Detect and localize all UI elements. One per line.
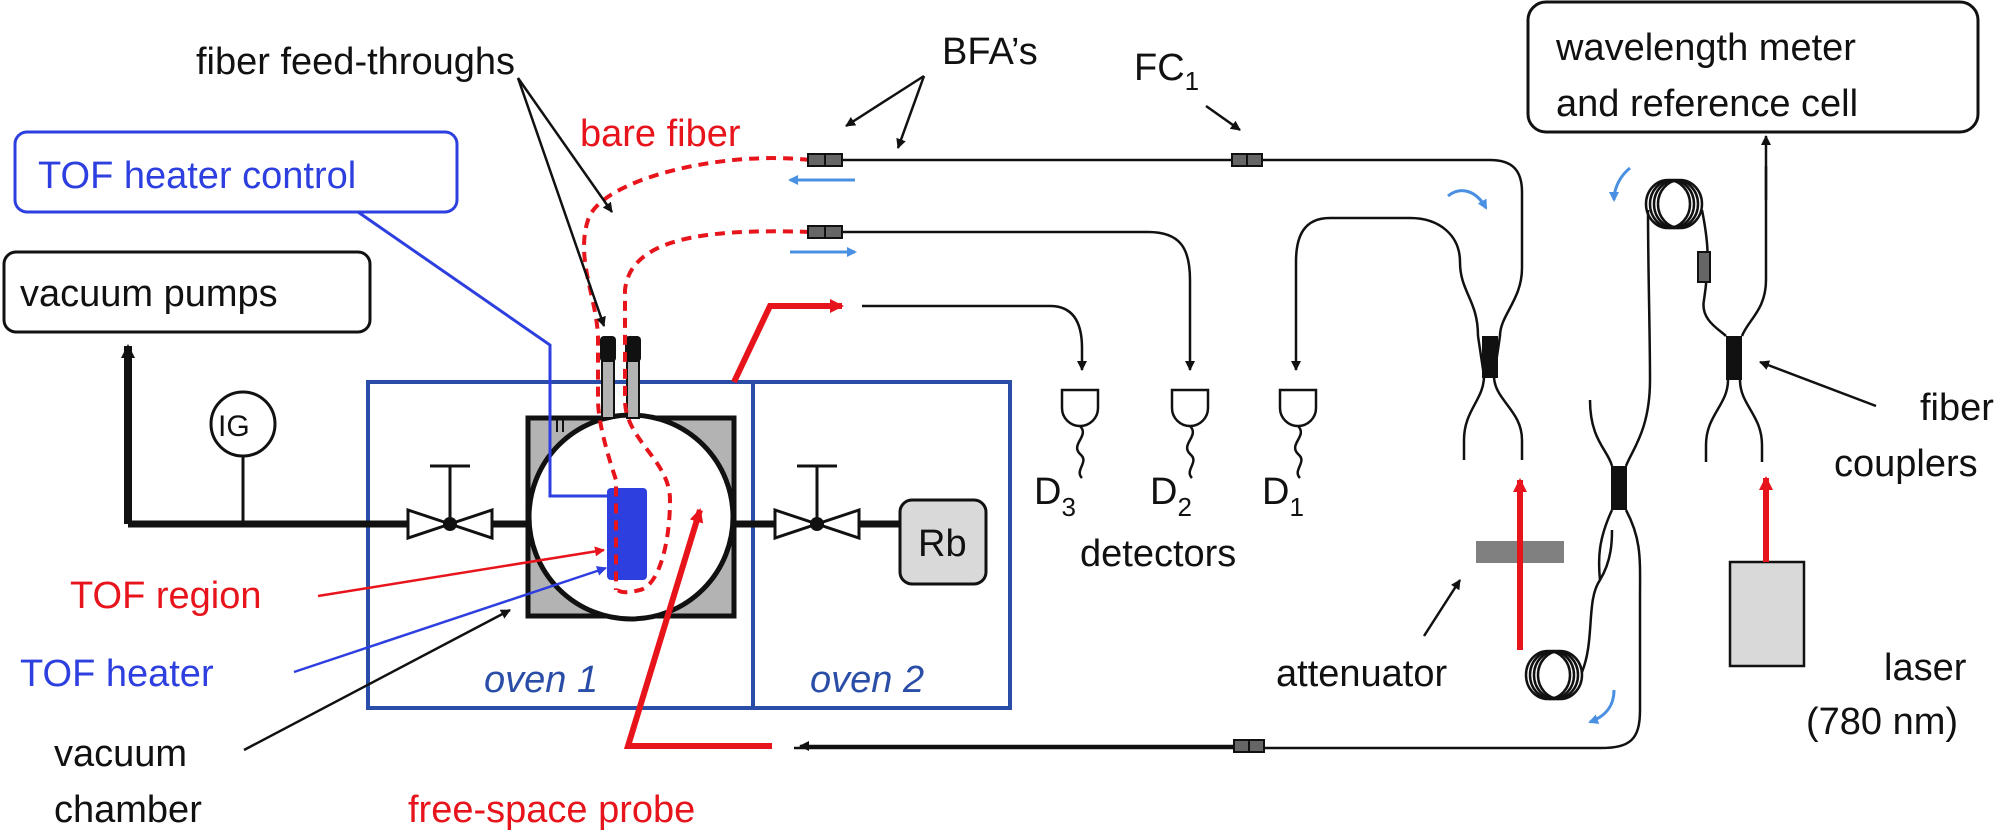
pointer-bfa-1 [845, 74, 925, 128]
label-laser-line1: laser [1884, 647, 1967, 689]
fiber-lower [842, 230, 1195, 371]
label-wavelength-meter-line2: and reference cell [1556, 83, 1858, 125]
heater-control-wire [357, 210, 607, 498]
probe-exit-beam [731, 299, 844, 384]
rb-reservoir [898, 498, 988, 586]
label-tof-region: TOF region [70, 575, 261, 617]
right-valve-icon [773, 464, 861, 541]
vacuum-pumps-box [2, 250, 372, 334]
label-rb: Rb [918, 523, 967, 565]
direction-arrow-curved-1 [1447, 189, 1488, 210]
label-laser-line2: (780 nm) [1806, 701, 1958, 743]
label-vacuum-pumps: vacuum pumps [20, 273, 278, 315]
label-oven-2: oven 2 [810, 659, 924, 701]
pointer-tof-heater [293, 566, 607, 674]
pointer-feedthrough-2 [516, 77, 614, 213]
left-valve-icon [406, 464, 494, 541]
pointer-vacuum-chamber [243, 608, 511, 752]
pointer-fc1 [1205, 104, 1241, 132]
pointer-attenuator [1422, 579, 1462, 637]
label-tof-heater-control: TOF heater control [38, 155, 356, 197]
bare-fiber-lower [615, 229, 811, 595]
loop-to-coupler-b-upper [1646, 209, 1652, 381]
loop-to-coupler-b [1580, 529, 1614, 673]
label-d3: D3 [1034, 471, 1076, 522]
label-detectors: detectors [1080, 533, 1236, 575]
bare-fiber-upper [582, 156, 811, 590]
label-vacuum-chamber-line1: vacuum [54, 733, 187, 775]
label-fiber-couplers-line1: fiber [1920, 387, 1994, 429]
label-d2: D2 [1150, 471, 1192, 522]
label-tof-heater: TOF heater [20, 653, 214, 695]
tof-heater-control-box [13, 130, 459, 214]
ion-gauge [209, 390, 277, 458]
label-d1: D1 [1262, 471, 1304, 522]
fiber-upper [842, 158, 1524, 337]
label-attenuator: attenuator [1276, 653, 1447, 695]
pointer-feedthrough-1 [516, 77, 606, 327]
coupler-to-d1 [1291, 216, 1480, 371]
fiber-loop-lower [1524, 649, 1584, 701]
fiber-coupler-a [1462, 335, 1524, 460]
feedthrough-cap-right [625, 336, 641, 362]
label-wavelength-meter-line1: wavelength meter [1555, 27, 1856, 69]
label-free-space-probe: free-space probe [408, 789, 695, 831]
inline-connector [1697, 251, 1711, 283]
probe-to-d3 [862, 304, 1087, 371]
direction-arrow-curved-2 [1609, 166, 1631, 202]
wavelength-meter-box [1526, 0, 1980, 134]
fiber-coupler-c [1704, 166, 1768, 462]
free-space-probe-beam [623, 508, 772, 749]
laser-box [1728, 560, 1806, 668]
fiber-coupler-b [794, 379, 1652, 750]
label-bare-fiber: bare fiber [580, 113, 741, 155]
pointer-fiber-couplers [1759, 360, 1877, 408]
feedthrough-cap-left [600, 336, 616, 362]
label-fc1: FC1 [1134, 47, 1199, 96]
loop-to-coupler-c [1700, 209, 1727, 337]
detector-d3-icon [1060, 388, 1100, 479]
feedthrough-tube-left [601, 355, 615, 419]
tof-heater [607, 488, 647, 580]
direction-arrow-curved-3 [1588, 689, 1616, 724]
detector-d2-icon [1170, 388, 1210, 479]
label-fiber-feedthroughs: fiber feed-throughs [196, 41, 515, 83]
feedthrough-tube-right [626, 355, 640, 419]
oven-2-box [751, 380, 1012, 710]
label-oven-1: oven 1 [484, 659, 598, 701]
pointer-bfa-2 [896, 75, 926, 149]
pointer-tof-region [317, 546, 605, 598]
detector-d1-icon [1278, 388, 1318, 479]
fiber-loop-upper [1644, 178, 1704, 230]
label-bfas: BFA’s [942, 31, 1038, 73]
label-fiber-couplers-line2: couplers [1834, 443, 1978, 485]
label-ig: IG [218, 410, 250, 443]
label-vacuum-chamber-line2: chamber [54, 789, 202, 831]
